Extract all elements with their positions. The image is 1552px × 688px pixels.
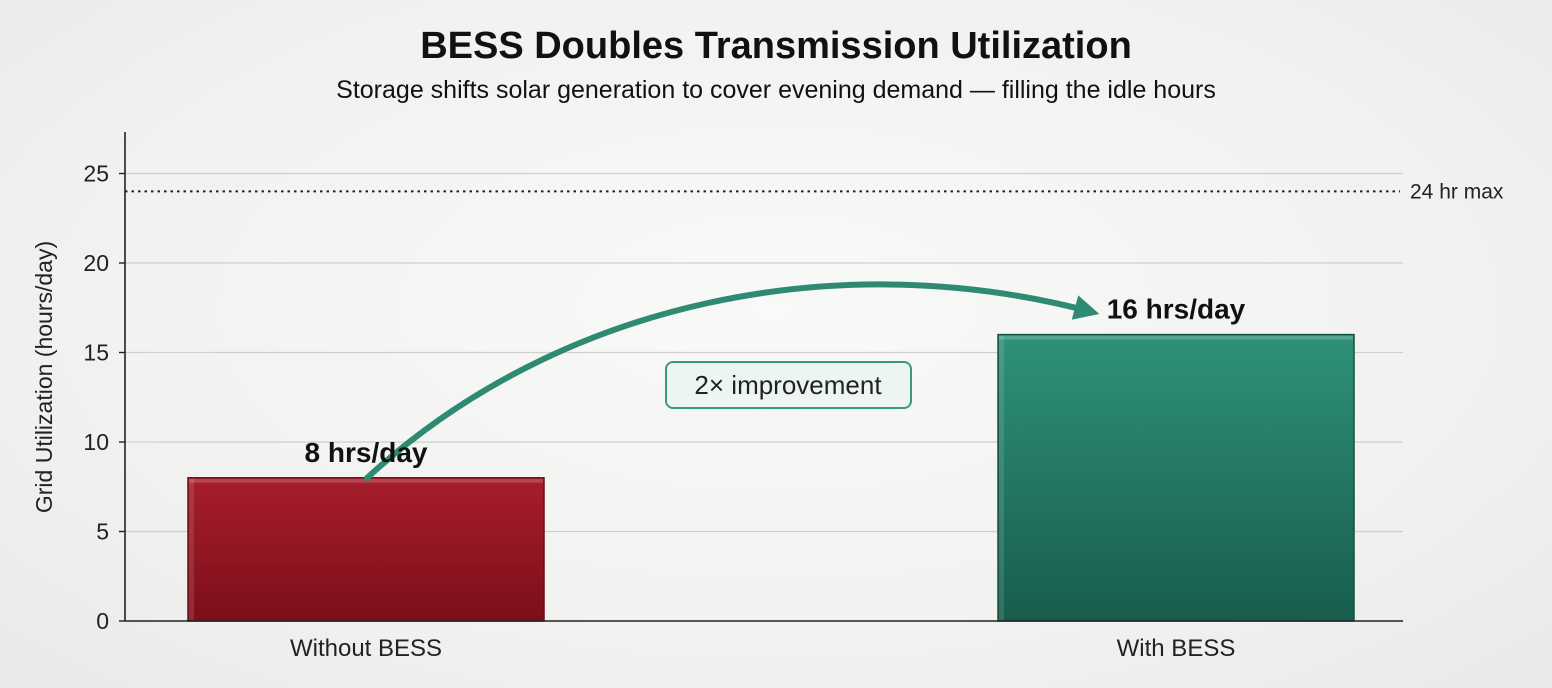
bar: [187, 477, 545, 622]
x-category-label: Without BESS: [290, 635, 442, 662]
y-axis-label: Grid Utilization (hours/day): [31, 241, 57, 513]
chart-subtitle: Storage shifts solar generation to cover…: [336, 76, 1216, 104]
x-category-label: With BESS: [1117, 635, 1236, 662]
improvement-annotation: 2× improvement: [665, 361, 912, 409]
reference-line-label: 24 hr max: [1410, 180, 1504, 203]
y-tick-label: 15: [83, 340, 109, 366]
data-labels: 8 hrs/day 16 hrs/day: [305, 294, 1246, 468]
bars: [187, 333, 1355, 622]
improvement-annotation-text: 2× improvement: [694, 370, 882, 400]
x-category-labels: Without BESS With BESS: [290, 635, 1235, 662]
axes: [124, 132, 1403, 622]
bar-with-bess: [997, 333, 1355, 622]
y-tick-label: 20: [83, 250, 109, 276]
y-tick-label: 5: [96, 519, 109, 545]
y-tick-label: 25: [83, 161, 109, 187]
improvement-annotation-box: [665, 361, 912, 409]
chart-title: BESS Doubles Transmission Utilization: [420, 25, 1132, 67]
improvement-arrow: [364, 281, 1100, 481]
reference-line-group: 24 hr max: [125, 180, 1504, 203]
y-tick-label: 10: [83, 429, 109, 455]
bar-data-label: 8 hrs/day: [305, 437, 428, 468]
y-tick-label: 0: [96, 608, 109, 634]
bar-edge-highlight: [189, 478, 194, 620]
bar-without-bess: [187, 477, 545, 622]
bar-data-label: 16 hrs/day: [1107, 294, 1246, 325]
y-tick-labels: 0 5 10 15 20 25: [83, 161, 125, 634]
bar-highlight: [999, 335, 1353, 340]
bar-edge-highlight: [999, 335, 1004, 620]
bar: [997, 333, 1355, 622]
